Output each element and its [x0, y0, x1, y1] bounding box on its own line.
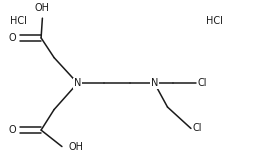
Text: Cl: Cl — [198, 78, 207, 88]
Text: Cl: Cl — [192, 123, 202, 133]
Text: N: N — [151, 78, 158, 88]
Text: OH: OH — [68, 142, 84, 151]
Text: O: O — [9, 33, 16, 43]
Text: N: N — [74, 78, 81, 88]
Text: HCl: HCl — [10, 16, 27, 26]
Text: O: O — [9, 125, 16, 135]
Text: OH: OH — [35, 3, 50, 13]
Text: HCl: HCl — [206, 16, 223, 26]
